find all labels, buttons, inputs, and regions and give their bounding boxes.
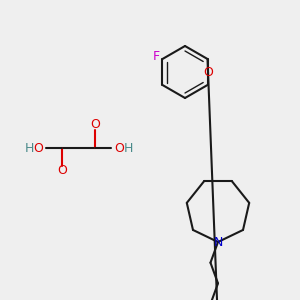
Text: O: O	[57, 164, 67, 178]
Text: O: O	[203, 67, 213, 80]
Text: O: O	[33, 142, 43, 154]
Text: N: N	[213, 236, 223, 248]
Text: H: H	[24, 142, 34, 154]
Text: O: O	[114, 142, 124, 154]
Text: H: H	[123, 142, 133, 154]
Text: F: F	[153, 50, 160, 64]
Text: O: O	[90, 118, 100, 131]
